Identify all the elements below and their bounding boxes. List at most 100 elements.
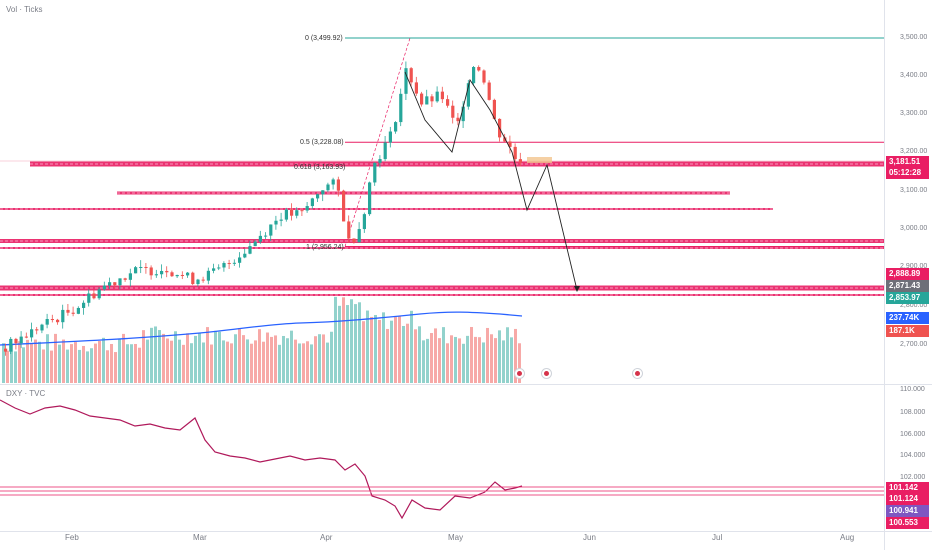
volume-bar: [406, 323, 409, 383]
price-tick: 3,200.00: [900, 148, 928, 155]
volume-bar: [250, 343, 253, 383]
candle-body: [430, 96, 434, 102]
fib-label-0: 0 (3,499.92): [305, 35, 343, 42]
candle-body: [414, 82, 418, 94]
volume-bar: [166, 338, 169, 383]
last-price-label: 3,181.51: [886, 156, 929, 168]
candle-body: [388, 131, 392, 143]
volume-bar: [30, 343, 33, 383]
candle-body: [451, 105, 455, 118]
candle-body: [191, 272, 195, 285]
volume-bar: [22, 347, 25, 383]
candle-body: [357, 229, 361, 243]
volume-bar: [222, 340, 225, 383]
price-tick: 2,700.00: [900, 341, 928, 348]
candle-body: [279, 219, 283, 221]
candle-body: [508, 141, 512, 147]
volume-bar: [318, 334, 321, 383]
candle-body: [435, 91, 439, 102]
candle-body: [232, 262, 236, 264]
candle-body: [61, 309, 65, 323]
candle-body: [92, 293, 96, 299]
candle-body: [383, 142, 387, 160]
volume-bar: [206, 327, 209, 383]
us-flag-icon[interactable]: [541, 368, 552, 379]
volume-bar: [34, 339, 37, 383]
candle-body: [274, 220, 278, 225]
volume-bar: [490, 334, 493, 383]
volume-bar: [470, 326, 473, 383]
volume-bar: [366, 310, 369, 383]
candle-body: [97, 289, 101, 299]
volume-bar: [262, 341, 265, 383]
volume-bar: [278, 344, 281, 383]
candle-body: [212, 268, 216, 271]
time-tick: May: [448, 533, 464, 542]
candle-body: [513, 146, 517, 160]
candle-body: [446, 99, 450, 106]
time-tick: Jun: [583, 533, 596, 542]
candle-body: [487, 82, 491, 100]
candle-body: [144, 266, 148, 268]
volume-bar: [154, 326, 157, 383]
candle-body: [227, 263, 231, 265]
candle-body: [196, 279, 200, 285]
volume-bar: [458, 338, 461, 383]
volume-bar: [450, 335, 453, 383]
candle-body: [373, 162, 377, 183]
candle-body: [321, 190, 325, 195]
fib-label-1: 1 (2,956.24): [306, 244, 344, 251]
volume-bar: [350, 299, 353, 383]
candle-body: [139, 266, 143, 268]
dxy-tick: 106.000: [900, 431, 926, 438]
volume-bar: [202, 342, 205, 383]
us-flag-icon[interactable]: [514, 368, 525, 379]
price-tick: 3,400.00: [900, 72, 928, 79]
candle-body: [456, 117, 460, 122]
fib-trend-line: [344, 37, 411, 247]
dxy-tick: 104.000: [900, 452, 926, 459]
candle-body: [368, 182, 372, 215]
volume-bar: [110, 343, 113, 383]
candle-body: [108, 282, 112, 286]
dxy-tick: 108.000: [900, 409, 926, 416]
candle-body: [217, 267, 221, 269]
volume-bar: [514, 328, 517, 383]
candle-body: [206, 270, 210, 281]
candle-body: [201, 279, 205, 281]
candle-body: [128, 273, 132, 280]
price-level-label: 2,871.43: [886, 280, 929, 292]
time-tick: Apr: [320, 533, 333, 542]
dxy-line: [0, 399, 523, 520]
candle-body: [170, 272, 174, 277]
volume-bar: [302, 343, 305, 383]
price-tick: 3,000.00: [900, 225, 928, 232]
volume-bar: [174, 331, 177, 383]
volume-bar: [486, 327, 489, 383]
projection-arrow: [574, 286, 580, 292]
price-tick: 3,100.00: [900, 187, 928, 194]
candle-body: [362, 214, 366, 230]
dxy-pane: [0, 386, 884, 531]
candle-body: [66, 309, 70, 313]
volume-bar: [46, 334, 49, 383]
volume-bar: [434, 328, 437, 383]
candle-body: [14, 338, 18, 344]
volume-label: 187.1K: [886, 325, 929, 337]
volume-bar: [214, 330, 217, 383]
candle-body: [102, 285, 106, 290]
volume-bar: [226, 341, 229, 383]
volume-bar: [370, 316, 373, 383]
volume-bar: [130, 344, 133, 383]
volume-bar: [134, 343, 137, 383]
candle-body: [336, 179, 340, 191]
candle-body: [24, 336, 28, 338]
volume-bar: [62, 339, 65, 383]
candle-body: [19, 336, 23, 344]
us-flag-icon[interactable]: [632, 368, 643, 379]
candle-body: [461, 106, 465, 122]
volume-bar: [394, 316, 397, 383]
volume-bar: [342, 297, 345, 383]
price-tick: 2,900.00: [900, 263, 928, 270]
